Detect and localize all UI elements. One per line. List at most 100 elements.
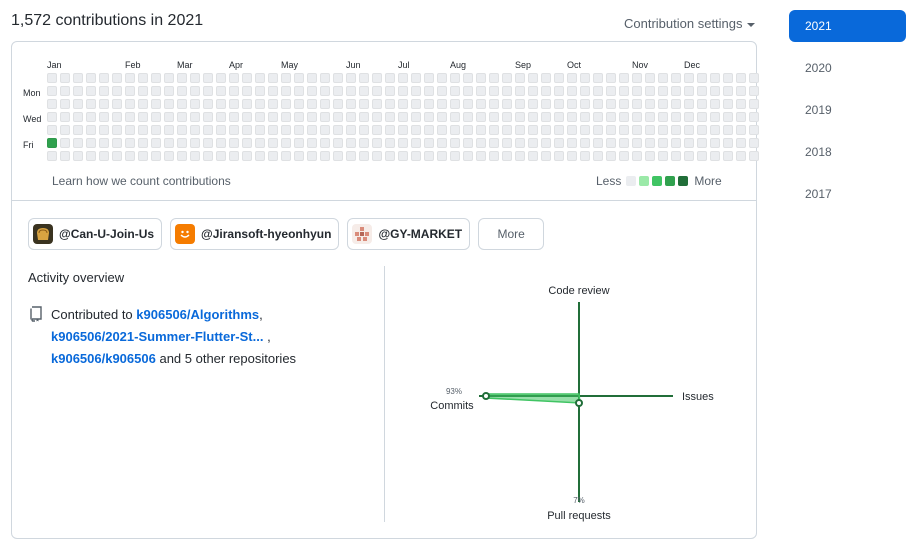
contribution-day[interactable] [632, 86, 642, 96]
contribution-day[interactable] [73, 86, 83, 96]
contribution-day[interactable] [307, 151, 317, 161]
contribution-day[interactable] [385, 151, 395, 161]
contribution-day[interactable] [73, 99, 83, 109]
contribution-day[interactable] [554, 151, 564, 161]
org-button-jiransoft-hyeonhyun[interactable]: @Jiransoft-hyeonhyun [170, 218, 340, 250]
contribution-day[interactable] [424, 73, 434, 83]
contribution-day[interactable] [463, 73, 473, 83]
contribution-day[interactable] [450, 125, 460, 135]
contribution-day[interactable] [515, 86, 525, 96]
contribution-day[interactable] [333, 99, 343, 109]
contribution-day[interactable] [164, 73, 174, 83]
contribution-day[interactable] [450, 99, 460, 109]
contribution-day[interactable] [593, 73, 603, 83]
contribution-day[interactable] [333, 125, 343, 135]
contribution-day[interactable] [203, 99, 213, 109]
contribution-day[interactable] [580, 125, 590, 135]
contribution-day[interactable] [346, 99, 356, 109]
contribution-day[interactable] [177, 138, 187, 148]
contribution-day[interactable] [489, 151, 499, 161]
contribution-day[interactable] [294, 125, 304, 135]
contribution-day[interactable] [619, 138, 629, 148]
contribution-day[interactable] [216, 151, 226, 161]
contribution-day[interactable] [333, 73, 343, 83]
contribution-day[interactable] [463, 151, 473, 161]
contribution-day[interactable] [476, 99, 486, 109]
contribution-day[interactable] [60, 86, 70, 96]
contribution-day[interactable] [424, 99, 434, 109]
contribution-day[interactable] [359, 73, 369, 83]
contribution-day[interactable] [125, 99, 135, 109]
contribution-day[interactable] [242, 86, 252, 96]
contribution-day[interactable] [658, 73, 668, 83]
contribution-day[interactable] [268, 99, 278, 109]
contribution-day[interactable] [359, 125, 369, 135]
contribution-day[interactable] [281, 151, 291, 161]
contribution-day[interactable] [216, 73, 226, 83]
contribution-day[interactable] [151, 125, 161, 135]
contribution-day[interactable] [502, 112, 512, 122]
repo-link-k906506[interactable]: k906506/k906506 [51, 351, 156, 366]
contribution-day[interactable] [632, 125, 642, 135]
contribution-day[interactable] [255, 125, 265, 135]
contribution-day[interactable] [229, 151, 239, 161]
contribution-day[interactable] [736, 138, 746, 148]
contribution-day[interactable] [619, 86, 629, 96]
contribution-day[interactable] [671, 125, 681, 135]
contribution-day[interactable] [307, 99, 317, 109]
contribution-day[interactable] [47, 151, 57, 161]
contribution-day[interactable] [749, 73, 759, 83]
contribution-day[interactable] [255, 86, 265, 96]
contribution-day[interactable] [190, 112, 200, 122]
contribution-day[interactable] [99, 112, 109, 122]
contribution-day[interactable] [463, 86, 473, 96]
contribution-day[interactable] [476, 112, 486, 122]
contribution-day[interactable] [463, 112, 473, 122]
contribution-day[interactable] [710, 125, 720, 135]
contribution-day[interactable] [281, 125, 291, 135]
contribution-day[interactable] [710, 73, 720, 83]
contribution-day[interactable] [697, 73, 707, 83]
contribution-day[interactable] [125, 86, 135, 96]
contribution-day[interactable] [593, 99, 603, 109]
contribution-day[interactable] [619, 73, 629, 83]
contribution-day[interactable] [515, 151, 525, 161]
contribution-day[interactable] [268, 138, 278, 148]
contribution-day[interactable] [411, 138, 421, 148]
contribution-settings-button[interactable]: Contribution settings [624, 16, 755, 31]
contribution-day[interactable] [320, 112, 330, 122]
contribution-day[interactable] [242, 125, 252, 135]
contribution-day[interactable] [151, 112, 161, 122]
contribution-day[interactable] [476, 125, 486, 135]
contribution-day[interactable] [489, 138, 499, 148]
contribution-day[interactable] [502, 99, 512, 109]
contribution-day[interactable] [567, 73, 577, 83]
contribution-day[interactable] [190, 138, 200, 148]
contribution-day[interactable] [268, 73, 278, 83]
contribution-day[interactable] [99, 138, 109, 148]
contribution-day[interactable] [567, 125, 577, 135]
contribution-day[interactable] [372, 99, 382, 109]
org-button-can-u-join-us[interactable]: @Can-U-Join-Us [28, 218, 163, 250]
contribution-day[interactable] [112, 151, 122, 161]
contribution-day[interactable] [151, 99, 161, 109]
contribution-day[interactable] [164, 125, 174, 135]
contribution-day[interactable] [541, 112, 551, 122]
contribution-day[interactable] [229, 112, 239, 122]
contribution-day[interactable] [515, 138, 525, 148]
contribution-day[interactable] [164, 138, 174, 148]
contribution-day[interactable] [489, 86, 499, 96]
contribution-day[interactable] [294, 86, 304, 96]
contribution-day[interactable] [190, 86, 200, 96]
contribution-day[interactable] [528, 151, 538, 161]
contribution-day[interactable] [580, 138, 590, 148]
contribution-day[interactable] [736, 73, 746, 83]
contribution-day[interactable] [372, 151, 382, 161]
contribution-day[interactable] [645, 151, 655, 161]
contribution-day[interactable] [99, 99, 109, 109]
contribution-day[interactable] [177, 99, 187, 109]
contribution-day[interactable] [112, 138, 122, 148]
contribution-day[interactable] [684, 151, 694, 161]
contribution-day[interactable] [606, 112, 616, 122]
contribution-day[interactable] [333, 86, 343, 96]
